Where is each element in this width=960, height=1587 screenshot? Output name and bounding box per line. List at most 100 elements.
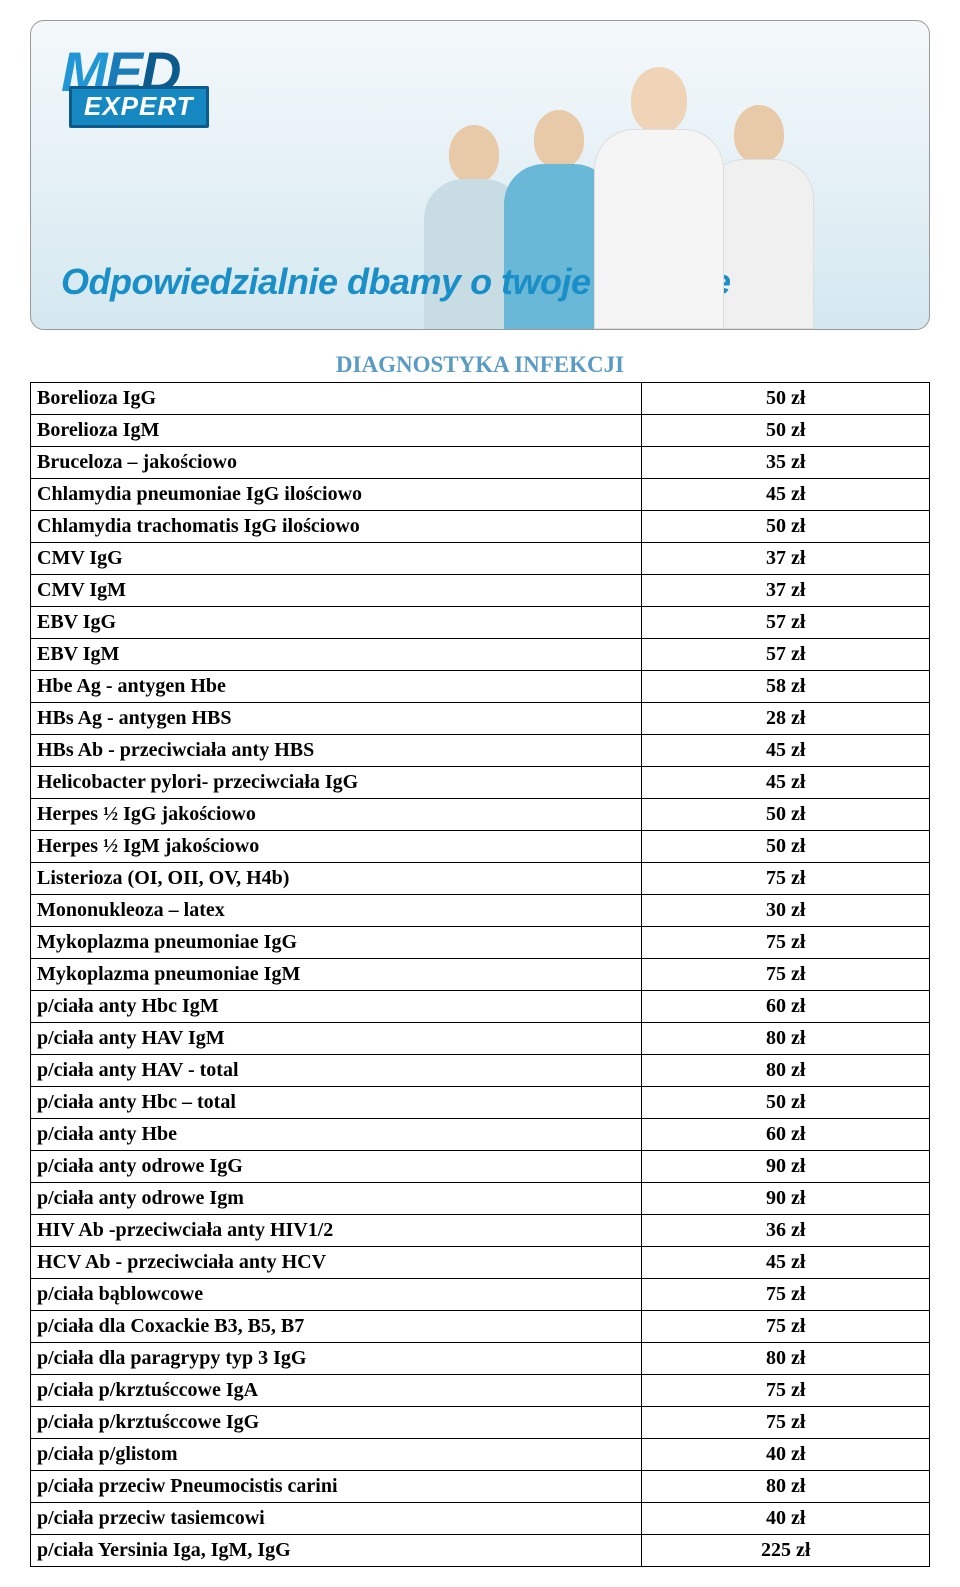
test-price-cell: 80 zł	[642, 1023, 930, 1055]
test-price-cell: 50 zł	[642, 1087, 930, 1119]
table-row: EBV IgM57 zł	[31, 639, 930, 671]
test-name-cell: p/ciała bąblowcowe	[31, 1279, 642, 1311]
test-name-cell: Helicobacter pylori- przeciwciała IgG	[31, 767, 642, 799]
test-price-cell: 37 zł	[642, 575, 930, 607]
doctor-figure-3	[594, 67, 724, 329]
test-name-cell: p/ciała anty Hbc IgM	[31, 991, 642, 1023]
test-price-cell: 45 zł	[642, 1247, 930, 1279]
table-row: p/ciała anty Hbc – total50 zł	[31, 1087, 930, 1119]
test-name-cell: p/ciała Yersinia Iga, IgM, IgG	[31, 1535, 642, 1567]
test-name-cell: EBV IgM	[31, 639, 642, 671]
table-row: p/ciała anty odrowe IgG90 zł	[31, 1151, 930, 1183]
test-price-cell: 50 zł	[642, 383, 930, 415]
test-name-cell: HIV Ab -przeciwciała anty HIV1/2	[31, 1215, 642, 1247]
table-row: Mykoplazma pneumoniae IgM75 zł	[31, 959, 930, 991]
table-row: p/ciała anty HAV IgM80 zł	[31, 1023, 930, 1055]
table-row: Herpes ½ IgG jakościowo50 zł	[31, 799, 930, 831]
test-name-cell: CMV IgG	[31, 543, 642, 575]
test-price-cell: 36 zł	[642, 1215, 930, 1247]
med-expert-logo: MED EXPERT	[61, 39, 201, 136]
table-row: p/ciała p/krztuśccowe IgA75 zł	[31, 1375, 930, 1407]
test-name-cell: HBs Ag - antygen HBS	[31, 703, 642, 735]
test-name-cell: p/ciała p/glistom	[31, 1439, 642, 1471]
test-name-cell: Chlamydia pneumoniae IgG ilościowo	[31, 479, 642, 511]
table-row: p/ciała dla paragrypy typ 3 IgG80 zł	[31, 1343, 930, 1375]
test-name-cell: p/ciała p/krztuśccowe IgA	[31, 1375, 642, 1407]
test-price-cell: 57 zł	[642, 607, 930, 639]
table-row: p/ciała przeciw tasiemcowi40 zł	[31, 1503, 930, 1535]
header-banner: MED EXPERT Odpowiedzialnie dbamy o twoje…	[30, 20, 930, 330]
test-name-cell: p/ciała anty HAV IgM	[31, 1023, 642, 1055]
test-name-cell: Borelioza IgG	[31, 383, 642, 415]
test-price-cell: 225 zł	[642, 1535, 930, 1567]
table-row: p/ciała p/glistom40 zł	[31, 1439, 930, 1471]
test-name-cell: Mononukleoza – latex	[31, 895, 642, 927]
test-price-cell: 28 zł	[642, 703, 930, 735]
test-name-cell: EBV IgG	[31, 607, 642, 639]
price-table: Borelioza IgG50 złBorelioza IgM50 złBruc…	[30, 382, 930, 1567]
table-row: Chlamydia trachomatis IgG ilościowo50 zł	[31, 511, 930, 543]
table-row: Bruceloza – jakościowo35 zł	[31, 447, 930, 479]
test-name-cell: p/ciała dla Coxackie B3, B5, B7	[31, 1311, 642, 1343]
test-price-cell: 75 zł	[642, 1311, 930, 1343]
test-price-cell: 40 zł	[642, 1439, 930, 1471]
test-price-cell: 75 zł	[642, 1407, 930, 1439]
table-row: p/ciała Yersinia Iga, IgM, IgG225 zł	[31, 1535, 930, 1567]
test-name-cell: HBs Ab - przeciwciała anty HBS	[31, 735, 642, 767]
table-row: p/ciała p/krztuśccowe IgG75 zł	[31, 1407, 930, 1439]
test-name-cell: CMV IgM	[31, 575, 642, 607]
table-row: p/ciała anty Hbe60 zł	[31, 1119, 930, 1151]
table-row: p/ciała anty odrowe Igm90 zł	[31, 1183, 930, 1215]
table-row: p/ciała anty Hbc IgM60 zł	[31, 991, 930, 1023]
test-price-cell: 75 zł	[642, 1279, 930, 1311]
test-price-cell: 60 zł	[642, 991, 930, 1023]
test-price-cell: 90 zł	[642, 1151, 930, 1183]
test-name-cell: Hbe Ag - antygen Hbe	[31, 671, 642, 703]
test-price-cell: 80 zł	[642, 1055, 930, 1087]
table-row: Helicobacter pylori- przeciwciała IgG45 …	[31, 767, 930, 799]
test-name-cell: Herpes ½ IgG jakościowo	[31, 799, 642, 831]
table-row: p/ciała przeciw Pneumocistis carini80 zł	[31, 1471, 930, 1503]
table-row: p/ciała dla Coxackie B3, B5, B775 zł	[31, 1311, 930, 1343]
test-name-cell: p/ciała p/krztuśccowe IgG	[31, 1407, 642, 1439]
table-row: HBs Ab - przeciwciała anty HBS45 zł	[31, 735, 930, 767]
table-row: Mykoplazma pneumoniae IgG75 zł	[31, 927, 930, 959]
table-row: Listerioza (OI, OII, OV, H4b)75 zł	[31, 863, 930, 895]
test-name-cell: p/ciała anty odrowe Igm	[31, 1183, 642, 1215]
test-price-cell: 75 zł	[642, 927, 930, 959]
test-name-cell: HCV Ab - przeciwciała anty HCV	[31, 1247, 642, 1279]
test-name-cell: Borelioza IgM	[31, 415, 642, 447]
test-price-cell: 90 zł	[642, 1183, 930, 1215]
test-name-cell: Chlamydia trachomatis IgG ilościowo	[31, 511, 642, 543]
table-row: HIV Ab -przeciwciała anty HIV1/236 zł	[31, 1215, 930, 1247]
table-row: CMV IgM37 zł	[31, 575, 930, 607]
test-price-cell: 75 zł	[642, 863, 930, 895]
table-row: EBV IgG57 zł	[31, 607, 930, 639]
table-row: Hbe Ag - antygen Hbe58 zł	[31, 671, 930, 703]
table-row: Borelioza IgG50 zł	[31, 383, 930, 415]
test-name-cell: Herpes ½ IgM jakościowo	[31, 831, 642, 863]
table-row: Borelioza IgM50 zł	[31, 415, 930, 447]
test-price-cell: 60 zł	[642, 1119, 930, 1151]
test-price-cell: 30 zł	[642, 895, 930, 927]
test-price-cell: 50 zł	[642, 511, 930, 543]
test-price-cell: 45 zł	[642, 767, 930, 799]
test-name-cell: p/ciała dla paragrypy typ 3 IgG	[31, 1343, 642, 1375]
test-price-cell: 35 zł	[642, 447, 930, 479]
test-name-cell: Bruceloza – jakościowo	[31, 447, 642, 479]
test-price-cell: 50 zł	[642, 415, 930, 447]
logo-expert-text: EXPERT	[84, 91, 194, 121]
logo-expert-badge: EXPERT	[69, 86, 209, 128]
table-row: CMV IgG37 zł	[31, 543, 930, 575]
test-price-cell: 50 zł	[642, 799, 930, 831]
table-row: Herpes ½ IgM jakościowo50 zł	[31, 831, 930, 863]
test-price-cell: 45 zł	[642, 479, 930, 511]
test-name-cell: p/ciała anty Hbc – total	[31, 1087, 642, 1119]
test-price-cell: 58 zł	[642, 671, 930, 703]
test-price-cell: 37 zł	[642, 543, 930, 575]
table-row: Mononukleoza – latex30 zł	[31, 895, 930, 927]
test-price-cell: 50 zł	[642, 831, 930, 863]
test-price-cell: 57 zł	[642, 639, 930, 671]
test-name-cell: Listerioza (OI, OII, OV, H4b)	[31, 863, 642, 895]
test-price-cell: 40 zł	[642, 1503, 930, 1535]
